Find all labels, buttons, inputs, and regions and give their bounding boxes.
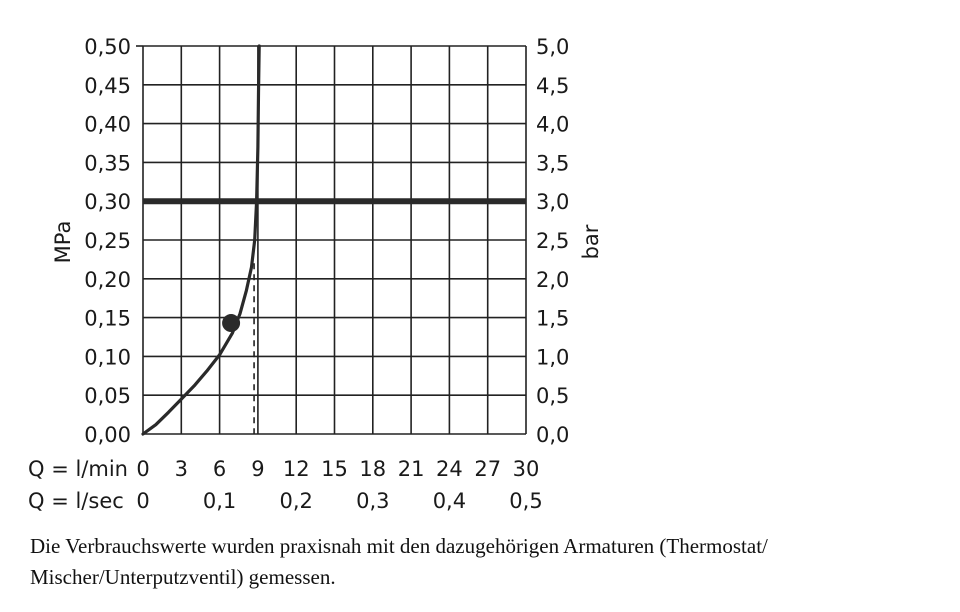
right-tick-label: 0,5 — [536, 384, 569, 408]
left-tick-label: 0,20 — [84, 268, 131, 292]
right-tick-label: 3,0 — [536, 190, 569, 214]
right-tick-label: 4,5 — [536, 74, 569, 98]
left-axis-title: MPa — [51, 221, 75, 264]
x-lsec-tick-label: 0,2 — [279, 489, 312, 513]
x-lmin-tick-label: 27 — [474, 457, 501, 481]
x-lmin-tick-label: 18 — [359, 457, 386, 481]
right-tick-label: 5,0 — [536, 35, 569, 59]
left-tick-label: 0,30 — [84, 190, 131, 214]
right-axis-ticks: 0,0 0,5 1,0 1,5 2,0 2,5 3,0 3,5 4,0 4,5 5,0 — [536, 35, 569, 447]
right-tick-label: 2,0 — [536, 268, 569, 292]
chart-grid — [136, 45, 527, 435]
x-axis-lmin-title: Q = l/min — [28, 457, 128, 481]
right-tick-label: 1,5 — [536, 307, 569, 331]
x-lmin-tick-label: 21 — [398, 457, 425, 481]
left-axis-ticks: 0,00 0,05 0,10 0,15 0,20 0,25 0,30 0,35 0,40 0,45… — [84, 35, 131, 447]
left-tick-label: 0,10 — [84, 345, 131, 369]
x-lsec-tick-label: 0,5 — [509, 489, 542, 513]
right-tick-label: 1,0 — [536, 345, 569, 369]
x-lsec-tick-label: 0,3 — [356, 489, 389, 513]
left-tick-label: 0,15 — [84, 307, 131, 331]
right-tick-label: 2,5 — [536, 229, 569, 253]
x-lmin-tick-label: 3 — [175, 457, 188, 481]
left-tick-label: 0,25 — [84, 229, 131, 253]
caption-text: Die Verbrauchswerte wurden praxisnah mit… — [30, 534, 768, 589]
x-lsec-tick-label: 0,4 — [433, 489, 466, 513]
operating-point-marker — [222, 314, 241, 333]
x-lmin-tick-label: 15 — [321, 457, 348, 481]
right-axis-title: bar — [579, 224, 603, 259]
curve-group — [141, 44, 261, 436]
pressure-flow-chart: 0,000,050,100,150,200,250,300,350,400,45… — [28, 35, 603, 513]
x-lmin-tick-label: 12 — [283, 457, 310, 481]
x-lmin-tick-label: 9 — [251, 457, 264, 481]
x-lmin-tick-label: 0 — [136, 457, 149, 481]
left-tick-label: 0,35 — [84, 151, 131, 175]
left-tick-label: 0,00 — [84, 423, 131, 447]
left-tick-label: 0,05 — [84, 384, 131, 408]
left-tick-label: 0,40 — [84, 113, 131, 137]
left-tick-label: 0,50 — [84, 35, 131, 59]
x-axis-lsec-title: Q = l/sec — [28, 489, 124, 513]
right-tick-label: 3,5 — [536, 151, 569, 175]
x-lsec-tick-label: 0,1 — [203, 489, 236, 513]
right-tick-label: 4,0 — [536, 113, 569, 137]
right-tick-label: 0,0 — [536, 423, 569, 447]
x-axis-lmin-ticks: 0 3 6 9 12 15 18 21 24 27 30 — [136, 457, 539, 481]
left-tick-label: 0,45 — [84, 74, 131, 98]
x-lsec-tick-label: 0 — [136, 489, 149, 513]
x-lmin-tick-label: 24 — [436, 457, 463, 481]
x-lmin-tick-label: 30 — [513, 457, 540, 481]
x-lmin-tick-label: 6 — [213, 457, 226, 481]
x-axis-lsec-ticks: 0 0,1 0,2 0,3 0,4 0,5 — [136, 489, 542, 513]
